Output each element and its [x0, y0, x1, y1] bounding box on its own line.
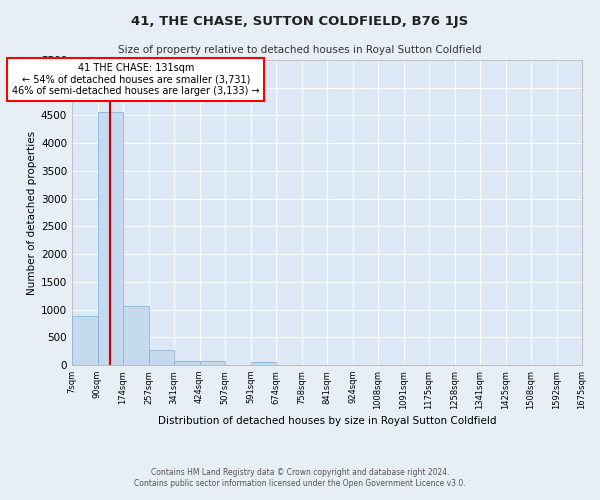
Text: 41 THE CHASE: 131sqm
← 54% of detached houses are smaller (3,731)
46% of semi-de: 41 THE CHASE: 131sqm ← 54% of detached h…	[12, 63, 260, 96]
Bar	[174, 360, 199, 365]
Bar	[149, 350, 174, 365]
X-axis label: Distribution of detached houses by size in Royal Sutton Coldfield: Distribution of detached houses by size …	[158, 416, 496, 426]
Text: Size of property relative to detached houses in Royal Sutton Coldfield: Size of property relative to detached ho…	[118, 45, 482, 55]
Bar	[123, 306, 149, 365]
Y-axis label: Number of detached properties: Number of detached properties	[27, 130, 37, 294]
Bar	[251, 362, 276, 365]
Bar	[199, 360, 225, 365]
Bar	[72, 316, 97, 365]
Text: Contains HM Land Registry data © Crown copyright and database right 2024.
Contai: Contains HM Land Registry data © Crown c…	[134, 468, 466, 487]
Text: 41, THE CHASE, SUTTON COLDFIELD, B76 1JS: 41, THE CHASE, SUTTON COLDFIELD, B76 1JS	[131, 15, 469, 28]
Bar	[97, 112, 123, 365]
